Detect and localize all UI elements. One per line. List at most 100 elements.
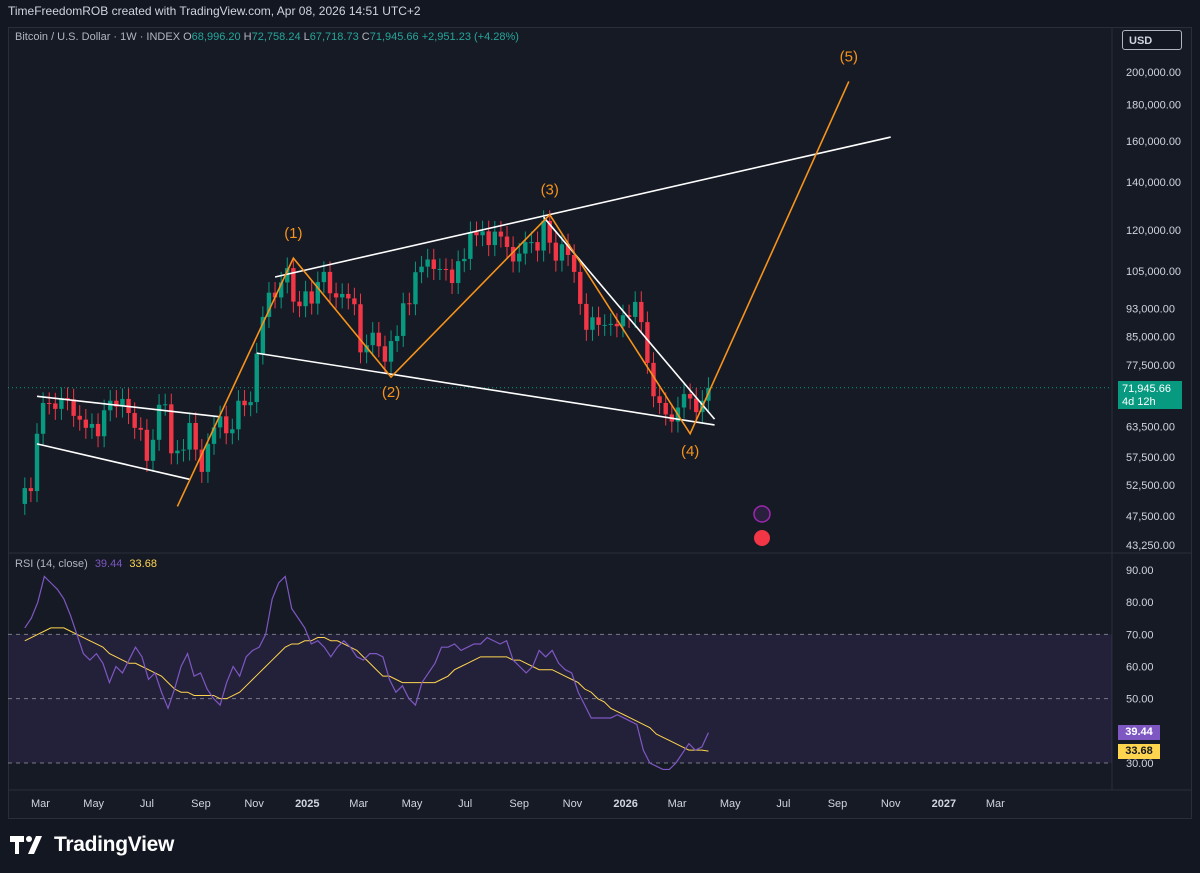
low-value: 67,718.73 <box>309 31 359 43</box>
candle-body <box>645 322 650 363</box>
candle-body <box>358 304 363 353</box>
candle-body <box>285 268 290 283</box>
wave-label: (1) <box>284 225 302 242</box>
candle-body <box>419 266 424 273</box>
candle-body <box>22 488 27 504</box>
rsi-y-tick-label: 50.00 <box>1126 694 1154 706</box>
symbol-name[interactable]: Bitcoin / U.S. Dollar · 1W · INDEX <box>15 31 181 43</box>
rsi-y-tick-label: 60.00 <box>1126 662 1154 674</box>
candle-body <box>297 301 302 307</box>
candle-body <box>71 399 76 416</box>
candle-body <box>144 429 150 461</box>
candle-body <box>236 400 241 430</box>
candle-body <box>175 450 180 454</box>
candle-body <box>401 303 406 336</box>
candle-body <box>291 268 296 302</box>
candle-body <box>28 488 34 492</box>
wedge-upper <box>543 216 716 420</box>
rsi-value: 39.44 <box>94 558 123 570</box>
x-tick-label: May <box>402 798 423 810</box>
candle-body <box>217 416 223 428</box>
candle-body <box>596 317 601 325</box>
us-flag-event-icon <box>754 530 770 546</box>
y-tick-label: 85,000.00 <box>1126 331 1175 343</box>
candle-body <box>523 242 528 254</box>
candle-body <box>510 246 516 262</box>
rsi-y-tick-label: 80.00 <box>1126 597 1154 609</box>
candle-body <box>449 269 455 284</box>
candle-body <box>340 293 345 298</box>
event-flash-icon <box>753 505 771 523</box>
y-tick-label: 140,000.00 <box>1126 177 1181 189</box>
close-label: C <box>361 31 370 43</box>
tradingview-logo-icon <box>10 836 42 854</box>
x-tick-label: Mar <box>668 798 687 810</box>
candle-body <box>535 242 540 251</box>
x-tick-label: Sep <box>509 798 529 810</box>
candle-body <box>407 303 412 305</box>
rsi-y-tick-label: 70.00 <box>1126 629 1154 641</box>
low-label: L <box>303 31 310 43</box>
candle-body <box>83 419 89 428</box>
candle-body <box>547 220 552 243</box>
wave-label: (2) <box>382 384 400 401</box>
candle-body <box>150 439 156 461</box>
x-tick-label: Mar <box>31 798 50 810</box>
candle-body <box>571 254 577 272</box>
candle-body <box>681 394 687 408</box>
candle-body <box>474 232 479 236</box>
candle-body <box>95 423 101 437</box>
candle-body <box>89 423 95 428</box>
candle-body <box>108 400 113 411</box>
candle-body <box>346 293 351 299</box>
x-tick-label: 2025 <box>295 798 319 810</box>
candle-body <box>553 242 559 261</box>
x-tick-label: Nov <box>563 798 583 810</box>
candle-body <box>132 413 137 428</box>
rsi-y-tick-label: 30.00 <box>1126 758 1154 770</box>
y-tick-label: 63,500.00 <box>1126 421 1175 433</box>
x-tick-label: 2027 <box>932 798 956 810</box>
main-channel-top <box>274 136 891 278</box>
candle-body <box>138 427 143 430</box>
rsi-title[interactable]: RSI (14, close) <box>15 558 88 570</box>
candle-body <box>315 282 320 304</box>
wave-label: (4) <box>681 443 699 460</box>
candle-body <box>626 315 632 317</box>
x-tick-label: May <box>83 798 104 810</box>
y-tick-label: 43,250.00 <box>1126 540 1175 552</box>
ohlc-legend: Bitcoin / U.S. Dollar · 1W · INDEX O68,9… <box>15 31 519 43</box>
attribution-header: TimeFreedomROB created with TradingView.… <box>0 0 1200 22</box>
change-value: +2,951.23 (+4.28%) <box>421 31 519 43</box>
candle-body <box>370 332 375 346</box>
candle-body <box>162 404 168 406</box>
candle-body <box>584 303 589 330</box>
candle-body <box>230 429 235 434</box>
high-value: 72,758.24 <box>251 31 301 43</box>
y-tick-label: 105,000.00 <box>1126 266 1181 278</box>
candle-body <box>205 443 211 472</box>
candle-body <box>101 410 107 437</box>
wave-label: (5) <box>840 48 858 65</box>
candle-body <box>333 293 339 298</box>
elliott-wave-path <box>176 81 850 507</box>
candle-body <box>120 398 125 407</box>
currency-button[interactable]: USD <box>1122 30 1182 50</box>
y-tick-label: 77,500.00 <box>1126 360 1175 372</box>
early-channel-top <box>36 395 221 418</box>
open-label: O <box>183 31 192 43</box>
candle-body <box>187 422 192 450</box>
tradingview-footer: TradingView <box>10 833 174 857</box>
candle-body <box>565 244 571 255</box>
candle-body <box>602 324 607 326</box>
candle-body <box>498 231 504 237</box>
candle-body <box>480 231 485 236</box>
x-tick-label: 2026 <box>613 798 637 810</box>
y-tick-label: 180,000.00 <box>1126 100 1181 112</box>
candle-body <box>425 259 430 267</box>
candle-body <box>486 231 491 246</box>
candle-body <box>156 404 162 440</box>
candle-body <box>382 346 388 362</box>
candle-body <box>321 271 327 283</box>
